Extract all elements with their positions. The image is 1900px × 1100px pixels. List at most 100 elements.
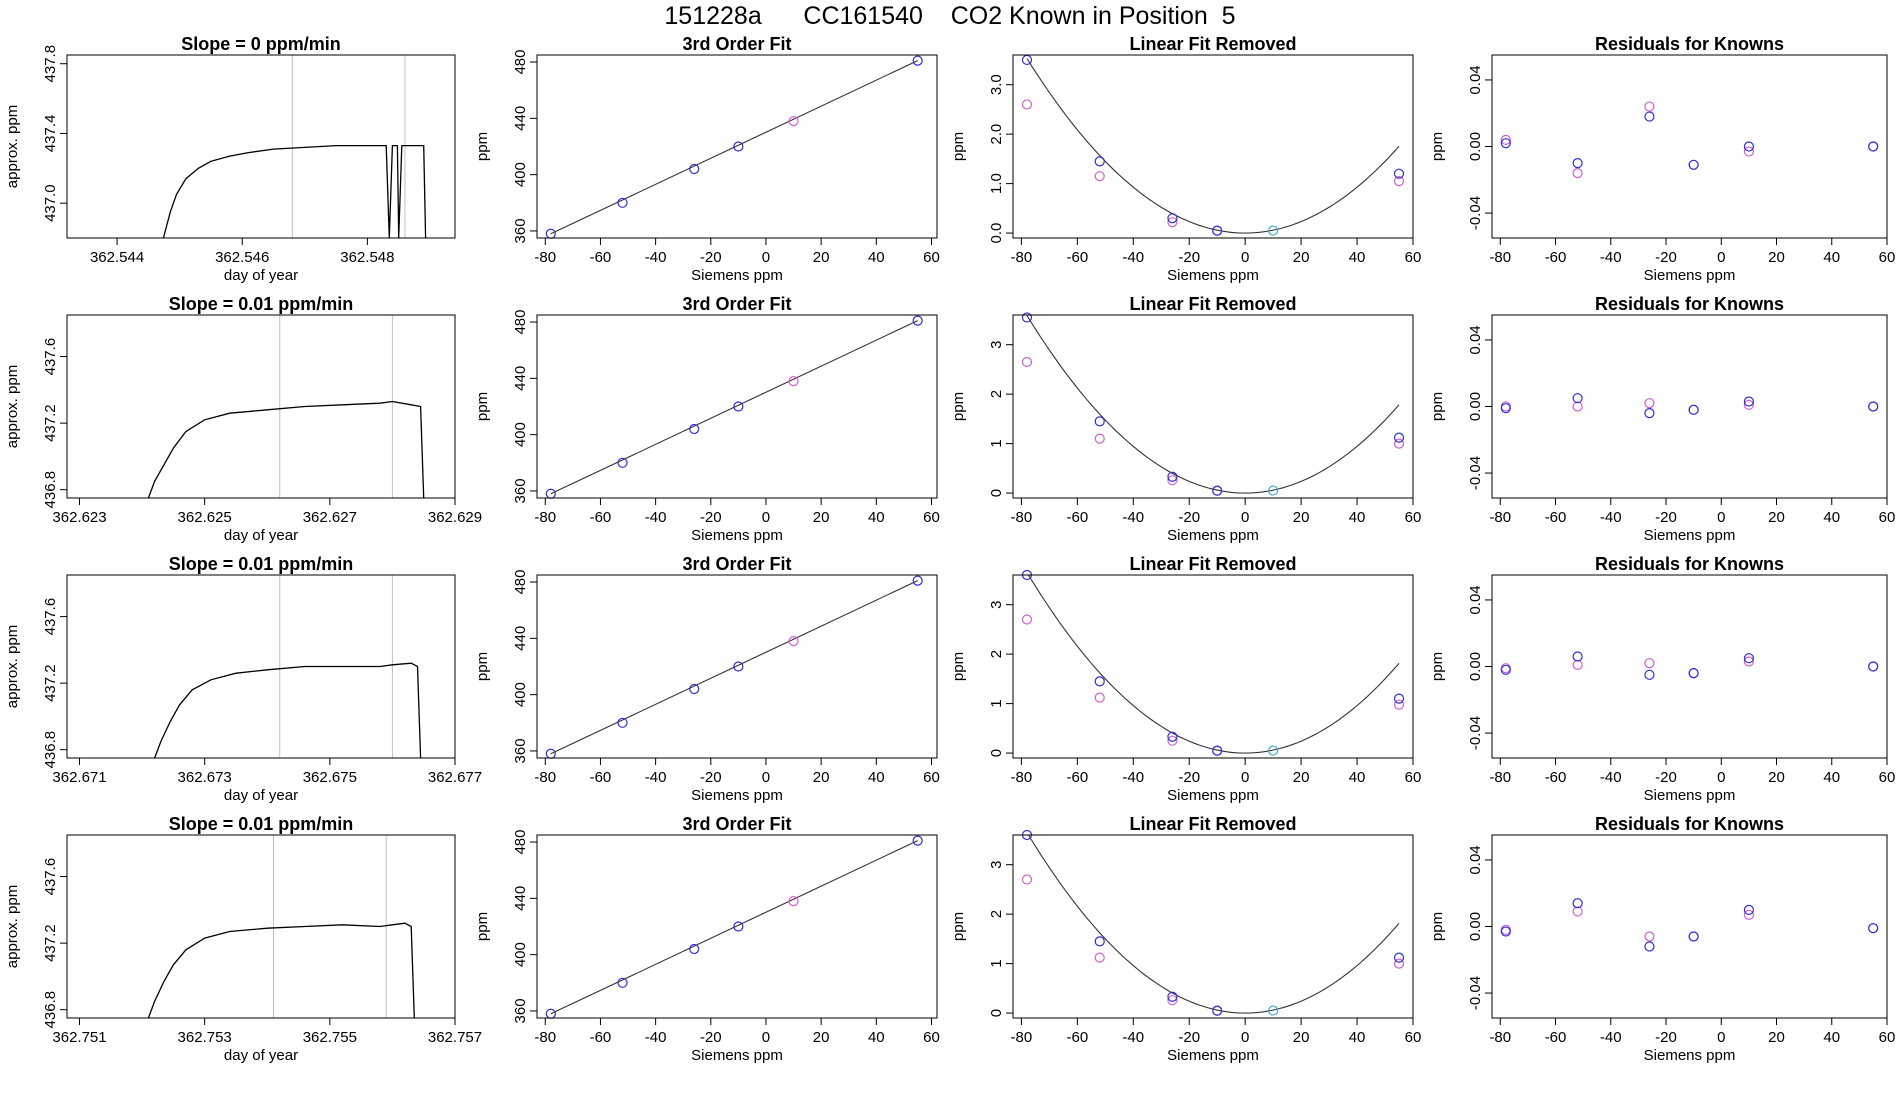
- x-tick-label: 0: [1717, 249, 1725, 266]
- x-tick-label: -80: [534, 249, 556, 266]
- point-known: [1572, 651, 1583, 662]
- x-axis-label: day of year: [224, 267, 298, 284]
- x-tick-label: 0: [1241, 509, 1249, 526]
- x-tick-label: 0: [1717, 1029, 1725, 1046]
- point-predicted: [1644, 931, 1655, 942]
- x-tick-label: -40: [1122, 509, 1144, 526]
- x-tick-label: -20: [1655, 769, 1677, 786]
- x-tick-label: -60: [590, 769, 612, 786]
- x-axis-label: Siemens ppm: [1167, 527, 1259, 544]
- y-tick-label: 400: [512, 162, 529, 187]
- point-predicted: [788, 636, 799, 647]
- point-known: [1212, 225, 1223, 236]
- y-tick-label: 437.0: [42, 184, 59, 222]
- point-predicted: [1021, 356, 1033, 368]
- point-known: [733, 401, 744, 412]
- x-tick-label: -60: [590, 1029, 612, 1046]
- x-tick-label: -40: [1122, 769, 1144, 786]
- x-tick-label: -20: [700, 249, 722, 266]
- x-tick-label: -40: [645, 509, 667, 526]
- x-tick-label: 20: [1768, 249, 1785, 266]
- panel-title: Slope = 0.01 ppm/min: [169, 294, 354, 314]
- panel-title: Residuals for Knowns: [1595, 814, 1784, 834]
- series-line: [162, 144, 427, 238]
- point-known: [912, 575, 923, 586]
- panel-title: 3rd Order Fit: [682, 554, 791, 574]
- x-axis-label: Siemens ppm: [691, 1047, 783, 1064]
- y-axis-label: approx. ppm: [4, 105, 21, 188]
- x-tick-label: -40: [645, 1029, 667, 1046]
- y-tick-label: 437.6: [42, 338, 59, 376]
- y-axis-label: ppm: [1429, 652, 1446, 681]
- y-axis-label: ppm: [950, 652, 967, 681]
- point-known: [912, 835, 923, 846]
- panel-title: 3rd Order Fit: [682, 34, 791, 54]
- panel-3-3: Linear Fit Removed -80 -60 -40 -20 0 20 40 60 0 1 2…: [950, 554, 1421, 804]
- y-tick-label: 2: [988, 910, 1005, 918]
- x-tick-label: 362.753: [178, 1029, 232, 1046]
- x-tick-label: -20: [1178, 769, 1200, 786]
- y-tick-label: 3.0: [988, 74, 1005, 95]
- x-tick-label: 60: [1879, 1029, 1896, 1046]
- series-line: [147, 400, 425, 498]
- point-known: [617, 457, 628, 468]
- point-known: [1688, 668, 1699, 679]
- panel-2-1: Slope = 0.01 ppm/min 362.623 362.625 362.62…: [4, 294, 482, 544]
- x-tick-label: 40: [1823, 1029, 1840, 1046]
- x-tick-label: -40: [645, 769, 667, 786]
- x-tick-label: 40: [868, 249, 885, 266]
- y-tick-label: 400: [512, 682, 529, 707]
- x-tick-label: 0: [762, 1029, 770, 1046]
- y-tick-label: 436.8: [42, 991, 59, 1029]
- point-unknown: [1268, 745, 1279, 756]
- point-known: [1688, 159, 1699, 170]
- x-tick-label: -40: [1600, 249, 1622, 266]
- x-tick-label: -60: [1545, 249, 1567, 266]
- point-known: [1500, 138, 1511, 149]
- point-predicted: [1167, 217, 1178, 228]
- x-tick-label: -80: [1489, 1029, 1511, 1046]
- panel-4-4: Residuals for Knowns -80 -60 -40 -20 0 20 40 60 -…: [1429, 814, 1895, 1064]
- x-tick-label: -40: [1600, 509, 1622, 526]
- x-tick-label: 362.627: [303, 509, 357, 526]
- x-tick-label: 40: [1349, 509, 1366, 526]
- point-known: [689, 423, 700, 435]
- point-known: [1094, 936, 1105, 947]
- point-predicted: [1743, 399, 1754, 410]
- x-axis-label: Siemens ppm: [1644, 1047, 1736, 1064]
- x-tick-label: 362.629: [428, 509, 482, 526]
- x-tick-label: -40: [645, 249, 667, 266]
- x-tick-label: -80: [534, 1029, 556, 1046]
- x-tick-label: 20: [1293, 249, 1310, 266]
- point-predicted: [1021, 874, 1033, 885]
- x-tick-label: 40: [1823, 509, 1840, 526]
- x-tick-label: 40: [1349, 249, 1366, 266]
- fit-curve: [1026, 315, 1400, 494]
- y-tick-label: 0.04: [1467, 325, 1484, 354]
- y-axis-label: ppm: [1429, 912, 1446, 941]
- y-axis-label: ppm: [950, 392, 967, 421]
- x-tick-label: 60: [923, 509, 940, 526]
- x-axis-label: day of year: [224, 787, 298, 804]
- point-predicted: [1393, 699, 1405, 710]
- x-tick-label: -40: [1122, 249, 1144, 266]
- x-tick-label: -20: [1178, 1029, 1200, 1046]
- x-tick-label: 40: [1823, 249, 1840, 266]
- panel-1-3: Linear Fit Removed -80 -60 -40 -20 0 20 40 60 0.0…: [950, 34, 1421, 284]
- point-known: [1868, 401, 1879, 412]
- point-predicted: [1572, 168, 1583, 179]
- x-tick-label: 20: [1768, 1029, 1785, 1046]
- x-tick-label: 0: [762, 509, 770, 526]
- point-known: [617, 197, 628, 208]
- y-tick-label: 436.8: [42, 731, 59, 769]
- panel-4-3: Linear Fit Removed -80 -60 -40 -20 0 20 40 60 0 1 2…: [950, 814, 1421, 1064]
- y-tick-label: 2.0: [988, 124, 1005, 145]
- y-tick-label: 360: [512, 478, 529, 503]
- x-tick-label: 20: [813, 509, 830, 526]
- plot-frame: [536, 54, 938, 239]
- x-tick-label: -20: [700, 509, 722, 526]
- panel-title: Linear Fit Removed: [1129, 294, 1296, 314]
- x-tick-label: 60: [1405, 1029, 1422, 1046]
- point-known: [1212, 745, 1223, 756]
- point-predicted: [1644, 101, 1655, 112]
